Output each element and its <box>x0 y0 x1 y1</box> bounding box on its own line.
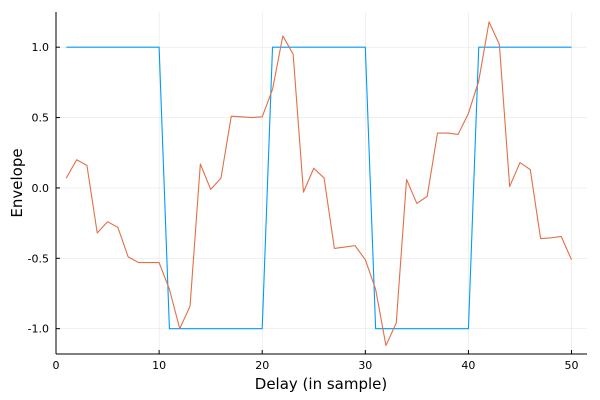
y-tick-label: 0.0 <box>32 182 50 195</box>
x-tick-label: 30 <box>358 359 372 372</box>
y-axis-label: Envelope <box>8 148 26 217</box>
ticks: 0 10 20 30 40 50 -1.0 -0.5 0.0 0.5 1.0 <box>28 41 579 372</box>
x-tick-label: 20 <box>255 359 269 372</box>
series-line-2 <box>65 21 573 347</box>
x-tick-label: 40 <box>461 359 475 372</box>
x-axis-label: Delay (in sample) <box>255 375 387 393</box>
grid <box>55 12 587 354</box>
y-tick-label: 0.5 <box>32 112 50 125</box>
x-tick-label: 10 <box>152 359 166 372</box>
series-line-1 <box>66 46 572 330</box>
x-tick-label: 0 <box>53 359 60 372</box>
x-tick-label: 50 <box>565 359 579 372</box>
axes <box>55 12 587 355</box>
y-tick-label: 1.0 <box>32 41 50 54</box>
series-group <box>65 21 573 347</box>
y-tick-label: -0.5 <box>28 252 49 265</box>
y-tick-label: -1.0 <box>28 323 49 336</box>
